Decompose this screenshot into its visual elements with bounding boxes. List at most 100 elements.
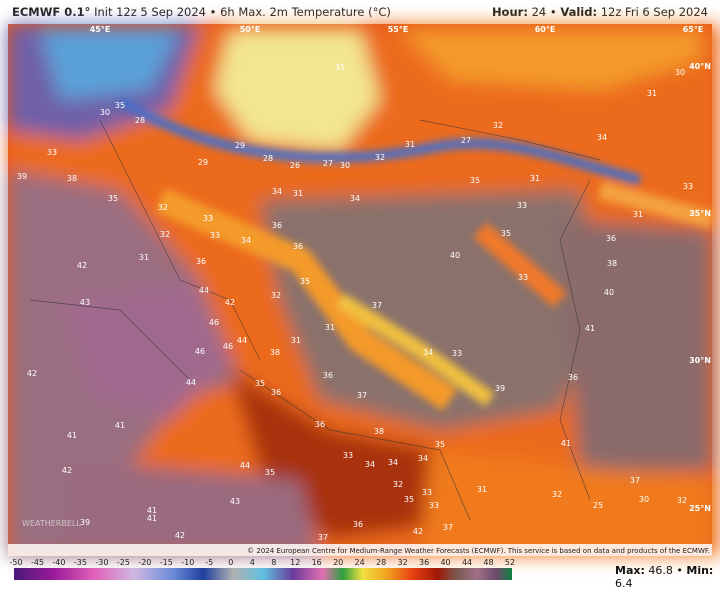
- valid-label: Valid:: [560, 5, 598, 19]
- lat-label: 40°N: [689, 62, 711, 71]
- info: Init 12z 5 Sep 2024 • 6h Max. 2m Tempera…: [94, 5, 391, 19]
- temp-label: 36: [293, 242, 303, 251]
- lon-label: 60°E: [535, 25, 556, 34]
- temp-label: 34: [423, 348, 433, 357]
- temp-label: 36: [568, 373, 578, 382]
- temp-label: 37: [443, 523, 453, 532]
- colorbar-tick: -35: [74, 558, 87, 567]
- temp-label: 38: [374, 427, 384, 436]
- temp-label: 35: [470, 176, 480, 185]
- temp-label: 31: [647, 89, 657, 98]
- temp-label: 36: [323, 371, 333, 380]
- temp-label: 29: [198, 158, 208, 167]
- temp-label: 33: [422, 488, 432, 497]
- temp-label: 36: [353, 520, 363, 529]
- temp-label: 40: [604, 288, 614, 297]
- temp-label: 30: [100, 108, 110, 117]
- copyright: © 2024 European Centre for Medium-Range …: [247, 547, 710, 555]
- temp-label: 36: [196, 257, 206, 266]
- temp-label: 39: [17, 172, 27, 181]
- max: 46.8: [648, 564, 673, 577]
- temp-label: 32: [160, 230, 170, 239]
- temp-label: 33: [429, 501, 439, 510]
- temp-label: 39: [80, 518, 90, 527]
- temp-label: 33: [517, 201, 527, 210]
- temp-label: 34: [597, 133, 607, 142]
- temp-label: 38: [67, 174, 77, 183]
- temp-label: 37: [372, 301, 382, 310]
- header-left: ECMWF 0.1° Init 12z 5 Sep 2024 • 6h Max.…: [12, 5, 391, 19]
- temp-label: 35: [265, 468, 275, 477]
- colorbar-tick: 12: [290, 558, 300, 567]
- temp-label: 34: [350, 194, 360, 203]
- lon-label: 50°E: [240, 25, 261, 34]
- temp-label: 33: [210, 231, 220, 240]
- colorbar-tick: 36: [419, 558, 429, 567]
- temp-label: 34: [241, 236, 251, 245]
- temp-label: 44: [186, 378, 196, 387]
- temp-label: 30: [340, 161, 350, 170]
- temp-label: 31: [405, 140, 415, 149]
- min: 6.4: [615, 577, 633, 590]
- colorbar-tick: 40: [440, 558, 450, 567]
- temp-label: 42: [225, 298, 235, 307]
- temp-label: 34: [365, 460, 375, 469]
- temp-label: 35: [115, 101, 125, 110]
- temp-label: 32: [158, 203, 168, 212]
- temp-label: 33: [518, 273, 528, 282]
- temp-label: 31: [530, 174, 540, 183]
- temp-label: 32: [271, 291, 281, 300]
- colorbar-tick: -15: [160, 558, 173, 567]
- lat-label: 25°N: [689, 504, 711, 513]
- temp-label: 30: [675, 68, 685, 77]
- valid: 12z Fri 6 Sep 2024: [600, 5, 708, 19]
- lon-label: 45°E: [90, 25, 111, 34]
- temp-label: 31: [335, 63, 345, 72]
- temp-label: 31: [293, 189, 303, 198]
- header-right: Hour: 24 • Valid: 12z Fri 6 Sep 2024: [492, 5, 708, 19]
- temp-label: 46: [195, 347, 205, 356]
- lon-label: 65°E: [683, 25, 704, 34]
- temp-label: 44: [237, 336, 247, 345]
- hour-label: Hour:: [491, 5, 528, 19]
- temp-label: 34: [272, 187, 282, 196]
- colorbar-tick: 0: [228, 558, 233, 567]
- temp-label: 33: [452, 349, 462, 358]
- colorbar-tick: -20: [138, 558, 151, 567]
- lat-label: 35°N: [689, 209, 711, 218]
- temp-label: 35: [404, 495, 414, 504]
- colorbar-tick: 44: [462, 558, 472, 567]
- temp-label: 27: [323, 159, 333, 168]
- temp-label: 37: [318, 533, 328, 542]
- colorbar-tick: -40: [52, 558, 65, 567]
- temp-label: 41: [147, 514, 157, 523]
- colorbar: [14, 568, 512, 580]
- colorbar-tick: 52: [505, 558, 515, 567]
- temp-label: 44: [199, 286, 209, 295]
- temp-label: 34: [388, 458, 398, 467]
- temp-label: 36: [272, 221, 282, 230]
- colorbar-tick: 28: [376, 558, 386, 567]
- temp-label: 44: [240, 461, 250, 470]
- temp-label: 27: [461, 136, 471, 145]
- temp-label: 39: [495, 384, 505, 393]
- temp-label: 42: [27, 369, 37, 378]
- colorbar-tick: 4: [250, 558, 255, 567]
- temp-label: 35: [435, 440, 445, 449]
- temp-label: 42: [413, 527, 423, 536]
- temp-label: 43: [80, 298, 90, 307]
- model: ECMWF 0.1°: [12, 5, 91, 19]
- temp-label: 36: [606, 234, 616, 243]
- temp-label: 32: [552, 490, 562, 499]
- colorbar-tick: 16: [312, 558, 322, 567]
- colorbar-tick: 20: [333, 558, 343, 567]
- temp-label: 33: [343, 451, 353, 460]
- temp-label: 41: [147, 506, 157, 515]
- temp-label: 30: [639, 495, 649, 504]
- temp-label: 36: [271, 388, 281, 397]
- colorbar-tick: -45: [31, 558, 44, 567]
- temp-label: 35: [255, 379, 265, 388]
- watermark: WEATHERBELL: [22, 519, 81, 528]
